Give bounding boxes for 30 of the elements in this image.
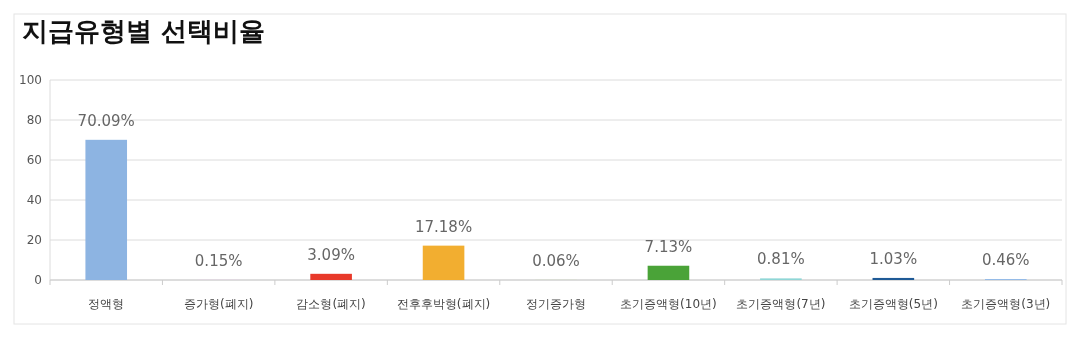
data-label: 7.13% [644,237,693,256]
x-tick-label: 초기증액형(5년) [848,297,938,311]
y-tick-label: 40 [26,193,42,207]
x-tick-label: 초기증액형(7년) [736,297,826,311]
y-tick-label: 0 [34,273,42,287]
bar [872,277,915,280]
y-tick-label: 80 [26,113,42,127]
x-tick-label: 초기증액형(3년) [961,297,1051,311]
data-label: 17.18% [414,217,473,236]
data-label: 0.81% [757,250,805,269]
chart-title: 지급유형별 선택비율 [22,16,266,46]
x-tick-label: 초기증액형(10년) [620,297,717,311]
bar [85,139,128,280]
data-label: 0.06% [532,251,580,270]
data-label: 0.15% [194,251,243,270]
data-label: 3.09% [307,245,355,264]
x-tick-label: 감소형(폐지) [296,297,366,311]
data-label: 0.46% [981,251,1030,270]
x-tick-label: 증가형(폐지) [183,297,254,311]
x-tick-label: 정기증가형 [526,297,586,311]
x-tick-label: 전후후박형(폐지) [396,297,491,311]
x-tick-label: 정액형 [88,297,125,311]
bar [310,273,352,280]
data-label: 1.03% [869,249,918,268]
y-tick-label: 20 [26,233,42,247]
y-tick-label: 100 [19,73,42,87]
data-label: 70.09% [77,111,135,130]
bar [422,245,465,280]
bar [647,265,690,280]
y-tick-label: 60 [26,153,42,167]
